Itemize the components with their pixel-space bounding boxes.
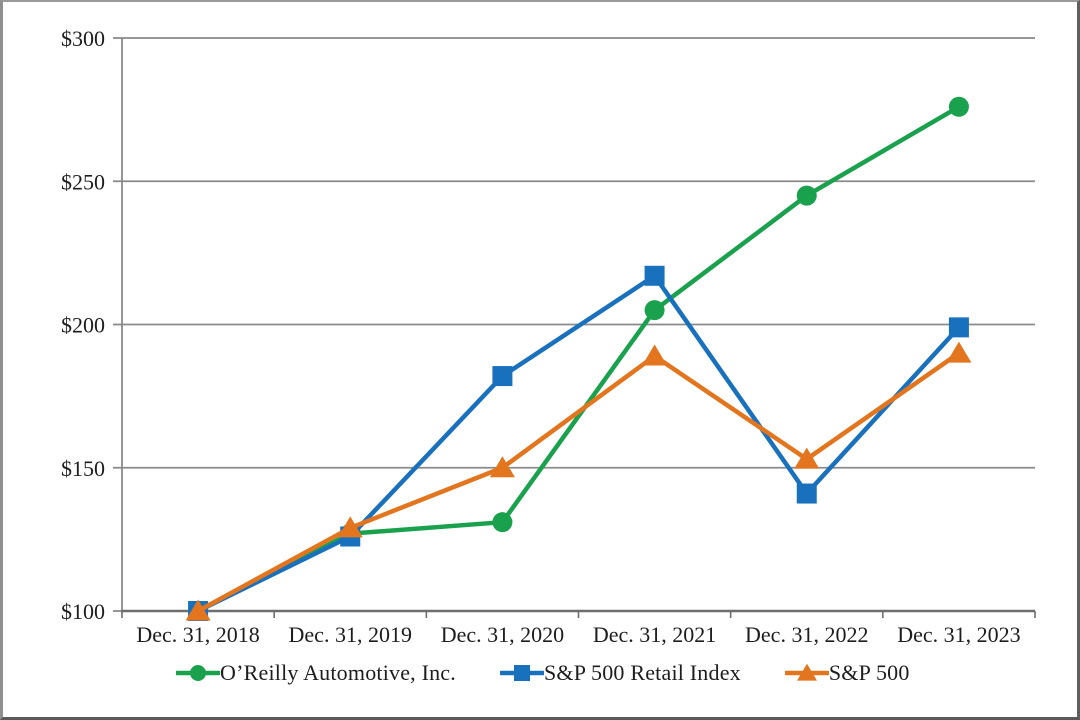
y-tick-label: $300 [61, 26, 105, 51]
chart-legend: O’Reilly Automotive, Inc. S&P 500 Retail… [176, 660, 910, 686]
data-point [185, 599, 211, 621]
legend-label-oreilly: O’Reilly Automotive, Inc. [220, 660, 456, 685]
data-point [794, 447, 820, 469]
y-tick-label: $100 [61, 599, 105, 624]
legend-marker [513, 665, 530, 681]
x-tick-label: Dec. 31, 2021 [593, 622, 716, 647]
data-point [492, 512, 513, 533]
legend-label-sp500-retail: S&P 500 Retail Index [543, 660, 741, 685]
data-point [337, 516, 363, 538]
data-point [948, 317, 969, 338]
data-point [489, 456, 515, 478]
data-point [492, 366, 513, 387]
y-tick-label: $150 [61, 456, 105, 481]
x-tick-label: Dec. 31, 2019 [289, 622, 412, 647]
square-marker-icon [499, 665, 544, 681]
series-line-2 [195, 350, 962, 614]
legend-item-sp500-retail: S&P 500 Retail Index [499, 660, 741, 686]
x-tick-label: Dec. 31, 2023 [897, 622, 1020, 647]
legend-label-sp500: S&P 500 [828, 660, 910, 685]
legend-marker [190, 665, 206, 681]
data-point [644, 300, 665, 321]
performance-line-chart: $100 $150 $200 $250 $300 Dec. 31, 2018 Dec. 31… [61, 26, 1036, 647]
circle-marker-icon [176, 665, 220, 681]
legend-marker [796, 663, 817, 681]
data-point [948, 96, 969, 117]
x-tick-label: Dec. 31, 2018 [136, 622, 259, 647]
legend-item-oreilly: O’Reilly Automotive, Inc. [176, 660, 456, 686]
series-line-1 [195, 273, 962, 614]
triangle-marker-icon [784, 663, 829, 681]
x-tick-label: Dec. 31, 2020 [441, 622, 564, 647]
data-point [796, 185, 817, 206]
y-tick-label: $250 [61, 169, 105, 194]
data-point [946, 341, 972, 363]
data-point [642, 344, 668, 366]
data-point [796, 483, 817, 504]
y-tick-label: $200 [61, 313, 105, 338]
x-tick-label: Dec. 31, 2022 [745, 622, 868, 647]
data-point [644, 265, 665, 286]
legend-item-sp500: S&P 500 [784, 660, 910, 686]
series-line-0 [195, 104, 962, 614]
